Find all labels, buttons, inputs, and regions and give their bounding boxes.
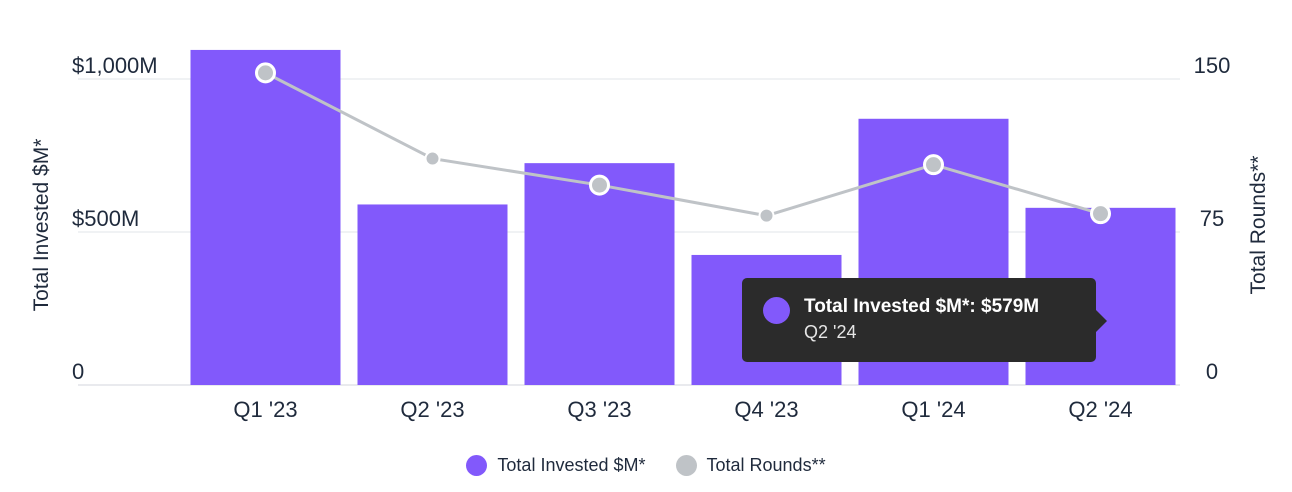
y-tick-label-left: $500M — [72, 206, 139, 231]
x-tick-label: Q3 '23 — [567, 397, 631, 422]
y-tick-label-right: 150 — [1194, 53, 1231, 78]
legend-item-rounds[interactable]: Total Rounds** — [675, 455, 826, 476]
chart-legend: Total Invested $M* Total Rounds** — [0, 455, 1292, 476]
series-line-rounds — [264, 71, 1101, 218]
bar — [190, 49, 341, 386]
x-tick-label: Q2 '24 — [1068, 397, 1132, 422]
legend-item-invested[interactable]: Total Invested $M* — [466, 455, 646, 476]
tooltip-category: Q2 '24 — [804, 322, 857, 342]
line-point — [923, 154, 944, 176]
x-tick-label: Q2 '23 — [400, 397, 464, 422]
line-point — [424, 150, 441, 167]
x-tick-label: Q4 '23 — [734, 397, 798, 422]
legend-swatch-invested — [466, 455, 488, 476]
x-tick-label: Q1 '23 — [233, 397, 297, 422]
legend-label-invested: Total Invested $M* — [497, 455, 646, 475]
y-tick-label-right: 0 — [1206, 359, 1218, 384]
line-point — [255, 62, 276, 84]
bar — [524, 163, 675, 385]
tooltip-title: Total Invested $M*: $579M — [804, 296, 1040, 317]
legend-swatch-rounds — [675, 455, 697, 476]
legend-label-rounds: Total Rounds** — [706, 455, 826, 475]
y-axis-title-left: Total Invested $M* — [30, 139, 53, 312]
y-tick-label-right: 75 — [1200, 206, 1224, 231]
line-point — [1090, 203, 1111, 225]
tooltip-series-dot — [763, 297, 790, 324]
line-point — [758, 207, 775, 224]
y-axis-title-right: Total Rounds** — [1247, 156, 1270, 295]
bar — [357, 204, 508, 385]
y-tick-label-left: 0 — [72, 359, 84, 384]
line-point — [589, 174, 610, 196]
chart-tooltip: Total Invested $M*: $579M Q2 '24 — [742, 278, 1107, 362]
x-tick-label: Q1 '24 — [901, 397, 965, 422]
y-tick-label-left: $1,000M — [72, 53, 158, 78]
